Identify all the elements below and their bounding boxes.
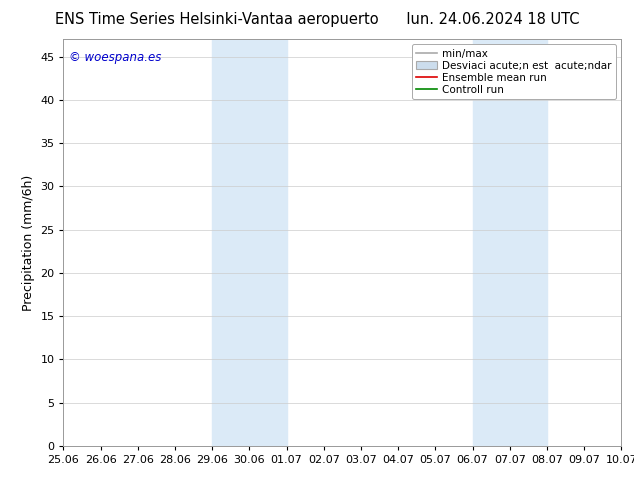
Text: ENS Time Series Helsinki-Vantaa aeropuerto      lun. 24.06.2024 18 UTC: ENS Time Series Helsinki-Vantaa aeropuer… bbox=[55, 12, 579, 27]
Legend: min/max, Desviaci acute;n est  acute;ndar, Ensemble mean run, Controll run: min/max, Desviaci acute;n est acute;ndar… bbox=[412, 45, 616, 99]
Y-axis label: Precipitation (mm/6h): Precipitation (mm/6h) bbox=[22, 174, 35, 311]
Text: © woespana.es: © woespana.es bbox=[69, 51, 162, 64]
Bar bbox=[472, 39, 547, 446]
Bar bbox=[212, 39, 287, 446]
